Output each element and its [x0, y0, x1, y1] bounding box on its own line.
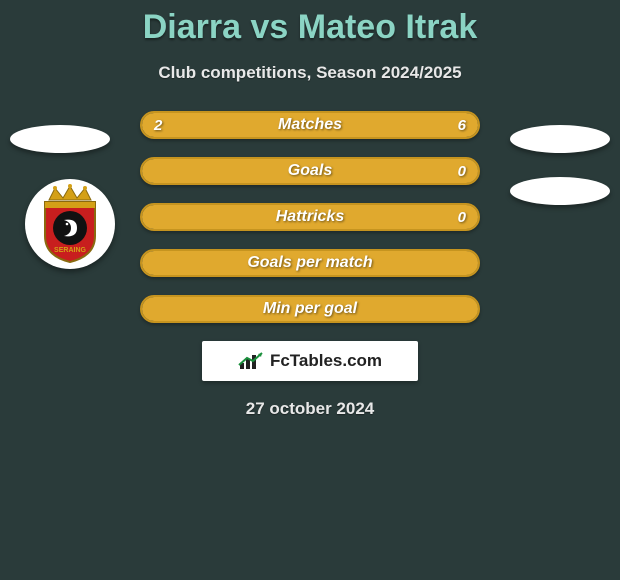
stat-label: Min per goal — [142, 297, 478, 321]
comparison-panel: SERAING Matches26Goals0Hattricks0Goals p… — [0, 111, 620, 419]
stat-value-right: 0 — [458, 205, 466, 229]
stat-row: Goals per match — [140, 249, 480, 277]
stat-row: Matches2 6 — [140, 111, 480, 139]
date-label: 27 october 2024 — [0, 399, 620, 419]
page-title: Diarra vs Mateo Itrak — [0, 0, 620, 47]
watermark: FcTables.com — [202, 341, 418, 381]
player-right-placeholder-oval — [510, 125, 610, 153]
player-left-placeholder-oval — [10, 125, 110, 153]
club-left-badge: SERAING — [25, 179, 115, 269]
seraing-crest-icon: SERAING — [33, 184, 107, 264]
watermark-text: FcTables.com — [270, 351, 382, 371]
stat-row: Min per goal — [140, 295, 480, 323]
badge-ring-text: SERAING — [54, 247, 86, 254]
club-right-placeholder-oval — [510, 177, 610, 205]
stat-row: Goals0 — [140, 157, 480, 185]
subtitle: Club competitions, Season 2024/2025 — [0, 63, 620, 83]
shield-icon: SERAING — [45, 202, 95, 262]
stat-value-right: 0 — [458, 159, 466, 183]
stat-label: Matches — [142, 113, 478, 137]
stat-label: Hattricks — [142, 205, 478, 229]
stat-value-left: 2 — [154, 113, 162, 137]
stat-row: Hattricks0 — [140, 203, 480, 231]
crown-icon — [49, 184, 91, 200]
stat-label: Goals — [142, 159, 478, 183]
stat-value-right: 6 — [458, 113, 466, 137]
bar-chart-icon — [238, 351, 264, 371]
stat-label: Goals per match — [142, 251, 478, 275]
stat-rows: Matches26Goals0Hattricks0Goals per match… — [140, 111, 480, 323]
